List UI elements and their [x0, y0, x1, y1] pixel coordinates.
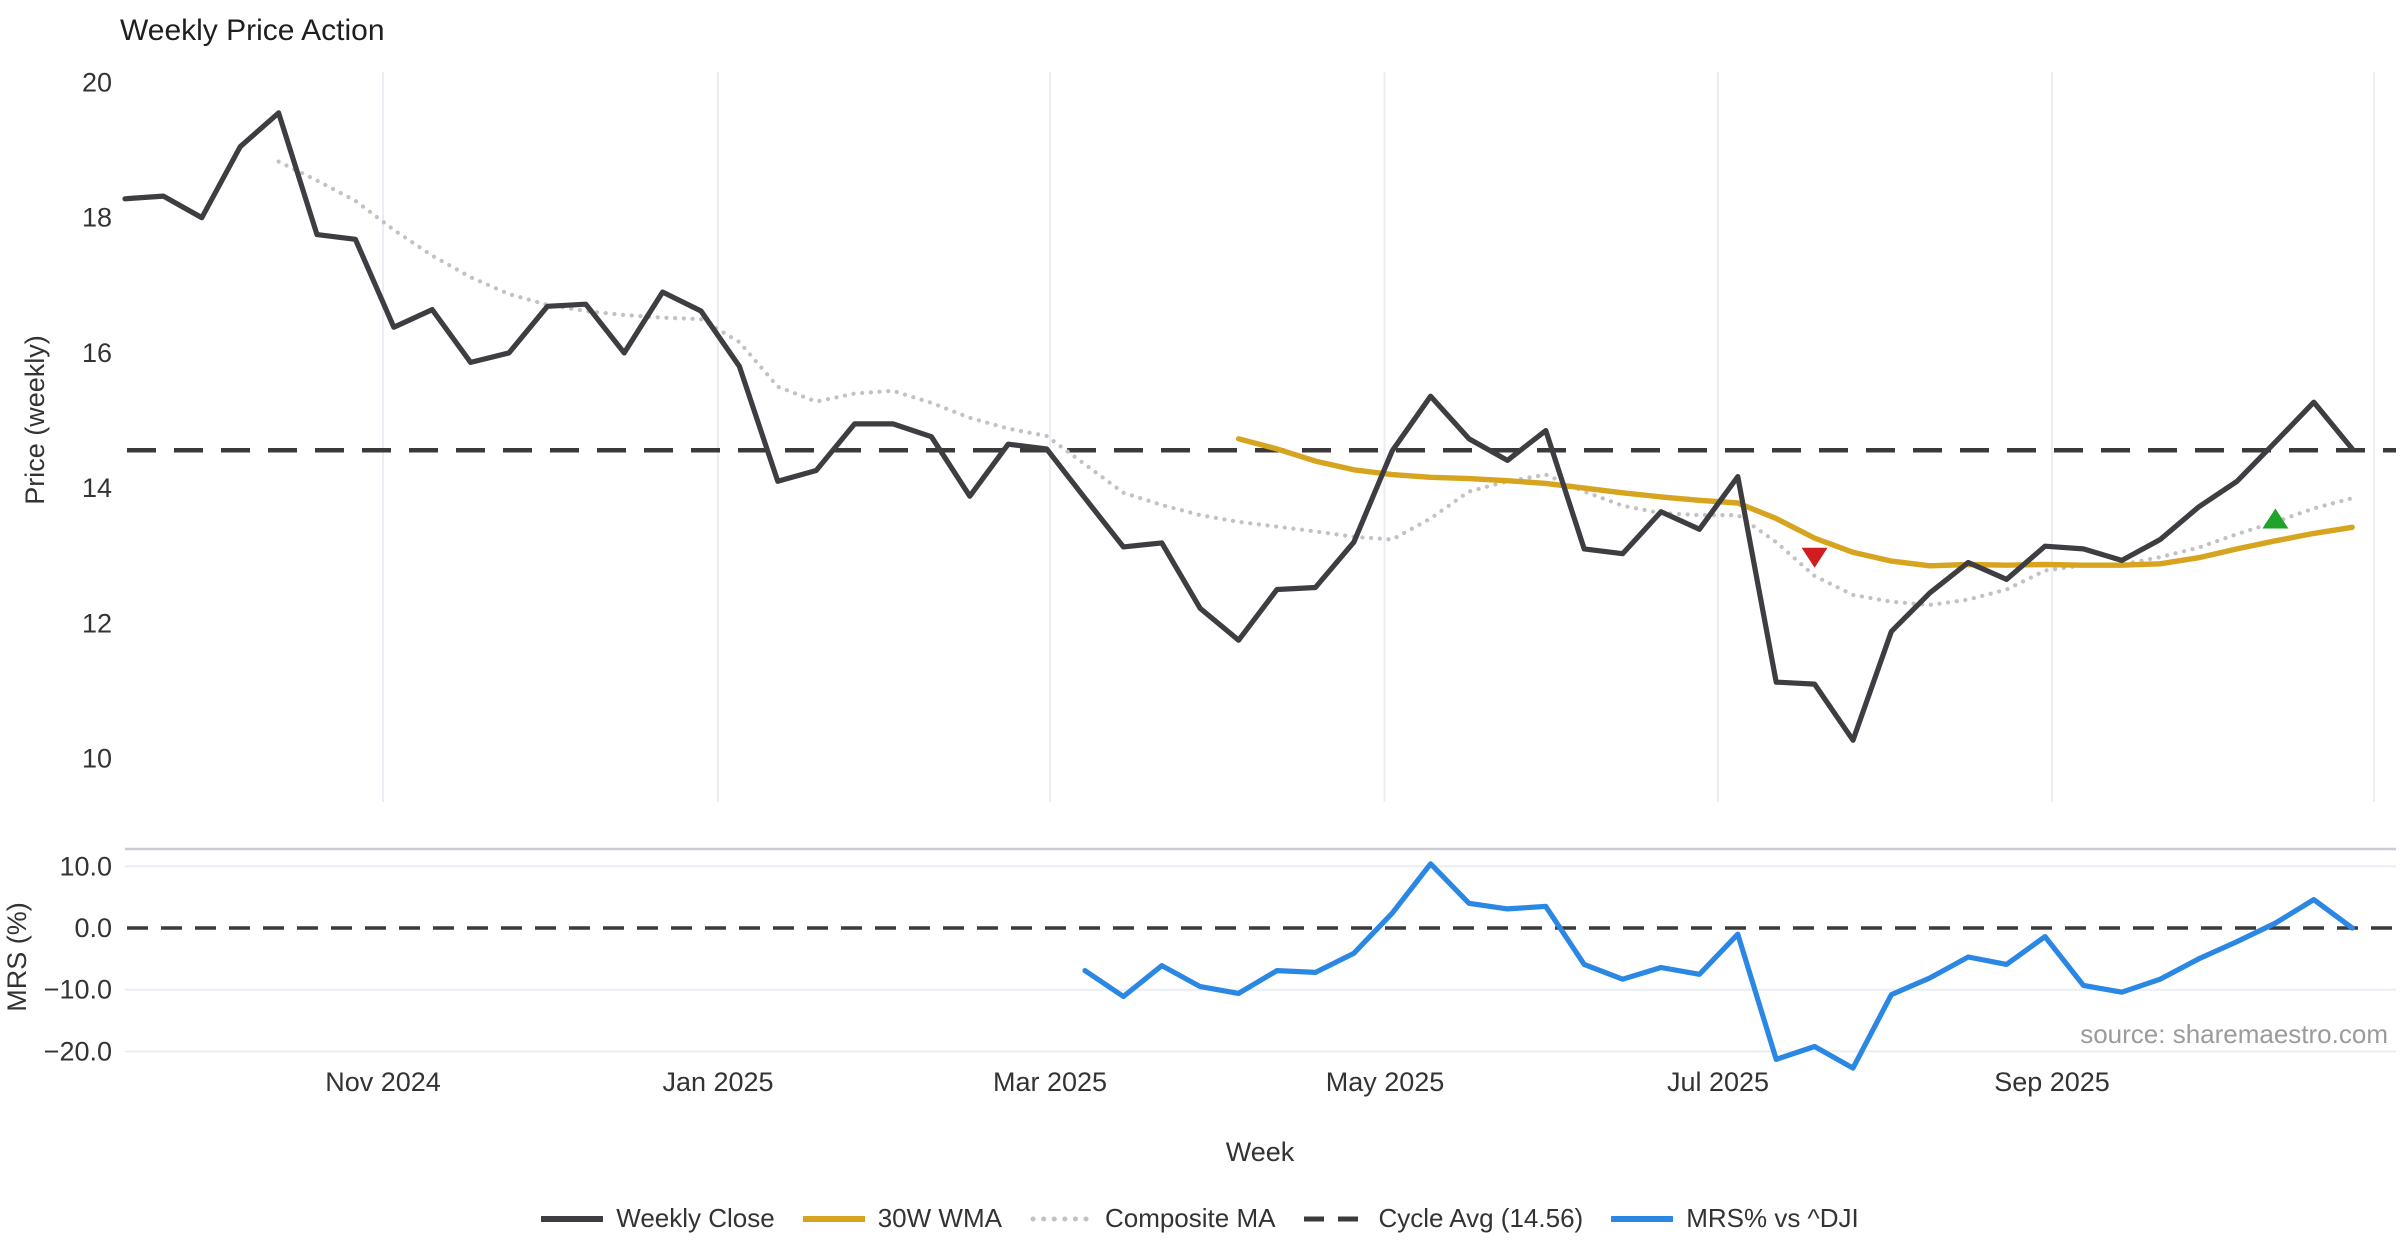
mrs-swatch-icon	[1611, 1215, 1674, 1222]
legend-label-weekly-close: Weekly Close	[616, 1203, 775, 1233]
mrs-tick-10: 10.0	[59, 851, 112, 881]
price-axis-title: Price (weekly)	[20, 335, 50, 505]
legend-item-cycle-avg: Cycle Avg (14.56)	[1303, 1203, 1583, 1234]
signal-markers	[1801, 508, 2289, 568]
wma-swatch-icon	[802, 1215, 865, 1222]
legend-item-mrs: MRS% vs ^DJI	[1611, 1203, 1859, 1234]
legend-item-weekly-close: Weekly Close	[541, 1203, 775, 1234]
price-tick-16: 16	[82, 338, 112, 368]
x-tick-jul-2025: Jul 2025	[1667, 1067, 1769, 1097]
x-axis-ticks: Nov 2024 Jan 2025 Mar 2025 May 2025 Jul …	[325, 1067, 2110, 1097]
x-tick-jan-2025: Jan 2025	[662, 1067, 773, 1097]
legend-label-cycle-avg: Cycle Avg (14.56)	[1378, 1203, 1584, 1233]
legend-label-mrs: MRS% vs ^DJI	[1686, 1203, 1859, 1233]
mrs-tick-neg10: −10.0	[44, 975, 112, 1005]
x-tick-mar-2025: Mar 2025	[993, 1067, 1107, 1097]
legend-label-composite: Composite MA	[1104, 1203, 1276, 1233]
legend-label-wma: 30W WMA	[877, 1203, 1002, 1233]
mrs-axis-ticks: 10.0 0.0 −10.0 −20.0	[44, 851, 112, 1066]
x-tick-may-2025: May 2025	[1326, 1067, 1445, 1097]
legend-item-wma: 30W WMA	[802, 1203, 1002, 1234]
source-note: source: sharemaestro.com	[2080, 1019, 2388, 1049]
weekly-close-line	[122, 110, 2355, 743]
composite-ma-line	[276, 159, 2355, 608]
mrs-tick-neg20: −20.0	[44, 1036, 112, 1066]
mrs-axis-title: MRS (%)	[2, 902, 32, 1012]
mrs-line	[1082, 861, 2355, 1071]
price-tick-10: 10	[82, 744, 112, 774]
legend-item-composite: Composite MA	[1030, 1203, 1276, 1234]
vertical-gridlines	[382, 72, 2376, 802]
x-tick-nov-2024: Nov 2024	[325, 1067, 441, 1097]
cycle-avg-swatch-icon	[1304, 1216, 1365, 1221]
price-tick-12: 12	[82, 608, 112, 638]
sell-signal-marker-icon	[1801, 547, 1828, 568]
mrs-tick-0: 0.0	[74, 913, 112, 943]
price-tick-20: 20	[82, 68, 112, 98]
x-axis-title: Week	[1226, 1137, 1295, 1167]
price-tick-14: 14	[82, 473, 112, 503]
chart-legend: Weekly Close 30W WMA Composite MA Cycle …	[0, 1203, 2400, 1234]
page-title: Weekly Price Action	[120, 14, 385, 47]
weekly-close-swatch-icon	[541, 1215, 604, 1222]
mrs-gridlines	[125, 847, 2396, 1053]
x-tick-sep-2025: Sep 2025	[1994, 1067, 2110, 1097]
composite-swatch-icon	[1030, 1216, 1092, 1221]
buy-signal-marker-icon	[2262, 508, 2289, 529]
price-tick-18: 18	[82, 203, 112, 233]
wma-30w-line	[1235, 436, 2355, 569]
price-axis-ticks: 20 18 16 14 12 10	[82, 68, 112, 774]
